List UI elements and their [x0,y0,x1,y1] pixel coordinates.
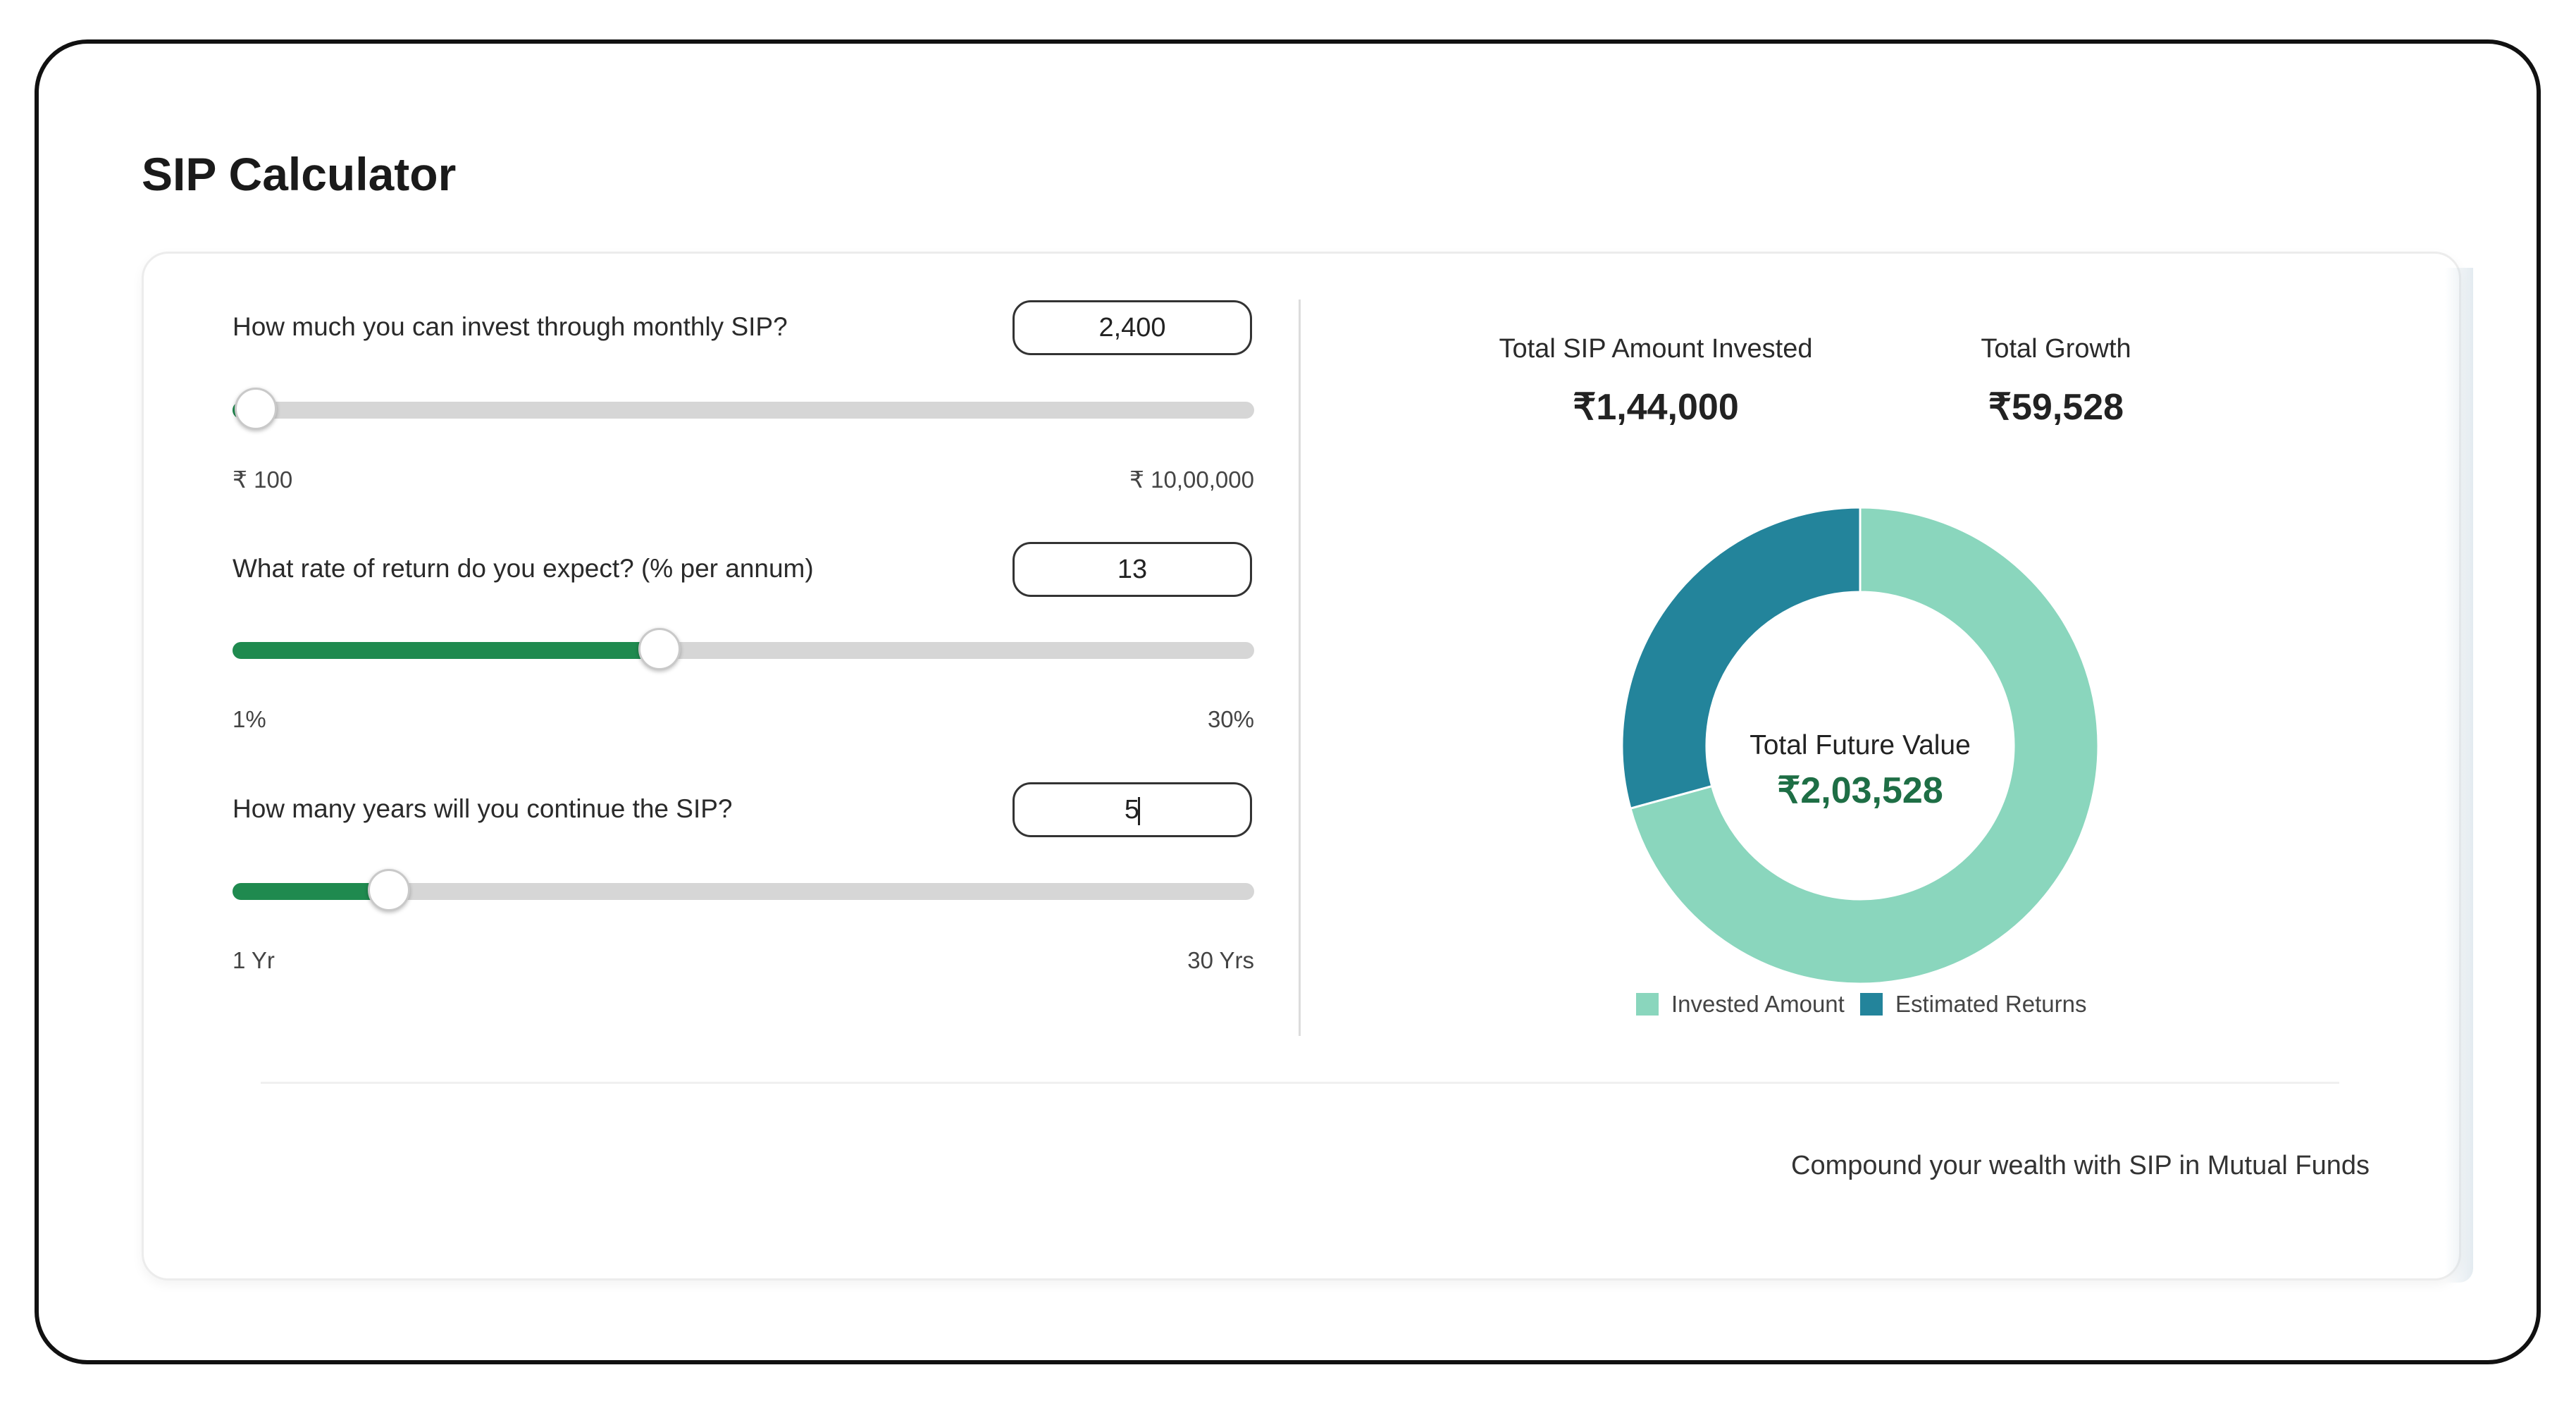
total-growth-value: ₹59,528 [1988,387,2124,428]
future-value-donut-chart [1621,506,2100,985]
legend-swatch-invested [1636,993,1659,1016]
future-value-label: Total Future Value [1750,730,1971,760]
return-rate-label: What rate of return do you expect? (% pe… [233,554,814,583]
text-caret [1138,796,1141,825]
donut-slice-invested [1629,506,2100,985]
donut-slice-returns [1621,506,1862,810]
monthly-investment-min: ₹ 100 [233,467,293,493]
return-rate-max: 30% [1207,706,1254,732]
years-min: 1 Yr [233,947,275,973]
years-slider[interactable] [233,868,1254,911]
legend-item-returns: Estimated Returns [1860,991,2086,1018]
slider-thumb[interactable] [235,388,278,430]
page-title: SIP Calculator [142,148,457,200]
slider-track [233,402,1254,419]
panel-edge-shadow [2445,268,2473,1283]
footer-tagline: Compound your wealth with SIP in Mutual … [1791,1151,2370,1180]
monthly-investment-slider[interactable] [233,386,1254,430]
years-value: 5 [1124,795,1140,825]
legend-item-invested: Invested Amount [1636,991,1845,1018]
monthly-investment-input[interactable]: 2,400 [1013,300,1252,355]
horizontal-divider [261,1082,2339,1084]
future-value-amount: ₹2,03,528 [1777,770,1943,811]
return-rate-input[interactable]: 13 [1013,542,1252,597]
slider-thumb[interactable] [367,869,410,911]
monthly-investment-value: 2,400 [1098,313,1166,342]
vertical-divider [1299,300,1301,1036]
total-growth-label: Total Growth [1981,334,2131,364]
invested-amount-label: Total SIP Amount Invested [1499,334,1813,364]
return-rate-min: 1% [233,706,266,732]
monthly-investment-max: ₹ 10,00,000 [1129,467,1254,493]
years-label: How many years will you continue the SIP… [233,794,733,823]
legend-label-returns: Estimated Returns [1895,991,2087,1017]
years-input[interactable]: 5 [1013,782,1252,837]
slider-thumb[interactable] [638,628,681,670]
legend-swatch-returns [1860,993,1883,1016]
return-rate-slider[interactable] [233,627,1254,670]
slider-fill [233,642,660,659]
invested-amount-value: ₹1,44,000 [1573,387,1739,428]
years-max: 30 Yrs [1187,947,1254,973]
legend-label-invested: Invested Amount [1671,991,1845,1017]
return-rate-value: 13 [1117,555,1148,584]
slider-fill [233,883,389,900]
monthly-investment-label: How much you can invest through monthly … [233,312,788,341]
